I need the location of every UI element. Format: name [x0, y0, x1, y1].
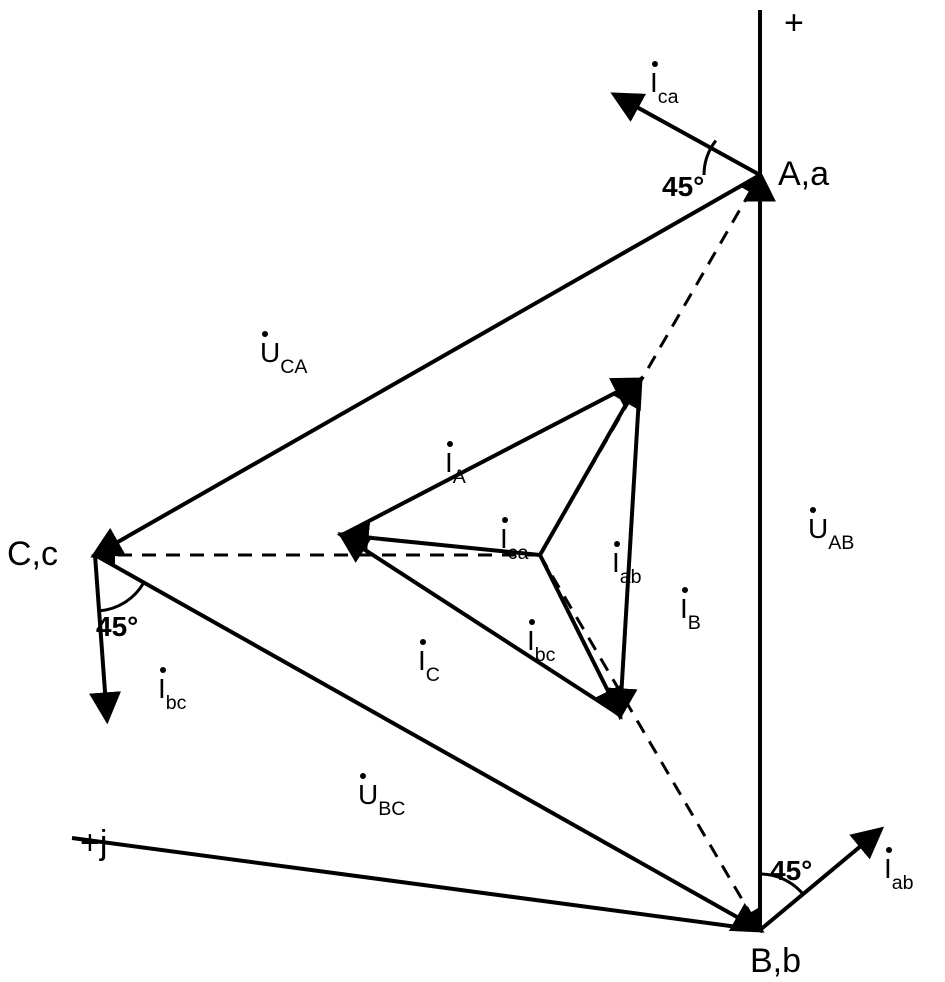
label-I_B: IB	[680, 587, 701, 634]
angle-label-B: 45°	[770, 855, 812, 886]
svg-text:IC: IC	[418, 645, 440, 686]
svg-text:UBC: UBC	[358, 779, 405, 820]
axis-j-label: +j	[80, 824, 107, 862]
label-I_bc_at_C: Ibc	[158, 667, 187, 714]
voltage-U_BC	[95, 555, 760, 930]
svg-text:IB: IB	[680, 593, 701, 634]
I_ca_at_A	[615, 95, 760, 175]
svg-text:UCA: UCA	[260, 337, 308, 378]
dashed-1	[540, 555, 760, 930]
label-U_BC: UBC	[358, 773, 405, 820]
axis-j	[72, 838, 760, 930]
label-U_AB: UAB	[808, 507, 854, 554]
axis-plus-label: +	[784, 4, 804, 42]
label-I_ab_at_B: Iab	[884, 847, 914, 894]
angle-label-C: 45°	[96, 611, 138, 642]
label-I_ca_inner: Ica	[500, 517, 529, 564]
svg-text:Ica: Ica	[650, 67, 679, 108]
voltage-U_CA	[95, 175, 760, 555]
angle-label-A: 45°	[662, 171, 704, 202]
vertex-A-label: A,a	[778, 155, 829, 193]
vertex-B-label: B,b	[750, 942, 801, 980]
label-I_ca_at_A: Ica	[650, 61, 679, 108]
phasor-diagram: + +j UAB UBC UCA A,a B,b C,c Ica Iab Ibc 45° 45° 45° I…	[0, 0, 945, 982]
I_C	[342, 535, 620, 715]
svg-text:UAB: UAB	[808, 513, 854, 554]
label-I_C: IC	[418, 639, 440, 686]
label-U_CA: UCA	[260, 331, 308, 378]
svg-text:Ibc: Ibc	[158, 673, 187, 714]
vertex-C-label: C,c	[7, 535, 58, 573]
svg-text:Iab: Iab	[884, 853, 914, 894]
I_B	[620, 380, 640, 715]
svg-text:Ica: Ica	[500, 523, 529, 564]
angle-arc-C	[99, 583, 144, 611]
